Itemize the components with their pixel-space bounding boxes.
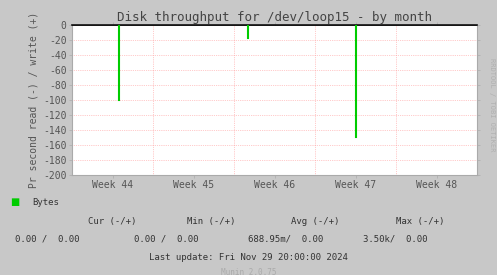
Text: 3.50k/  0.00: 3.50k/ 0.00 (363, 235, 427, 244)
Text: Avg (-/+): Avg (-/+) (291, 217, 340, 226)
Text: RRDTOOL / TOBI OETIKER: RRDTOOL / TOBI OETIKER (489, 58, 495, 151)
Text: Max (-/+): Max (-/+) (396, 217, 444, 226)
Text: 688.95m/  0.00: 688.95m/ 0.00 (248, 235, 324, 244)
Text: 0.00 /  0.00: 0.00 / 0.00 (15, 235, 80, 244)
Text: Last update: Fri Nov 29 20:00:00 2024: Last update: Fri Nov 29 20:00:00 2024 (149, 253, 348, 262)
Text: 0.00 /  0.00: 0.00 / 0.00 (134, 235, 199, 244)
Text: Munin 2.0.75: Munin 2.0.75 (221, 268, 276, 275)
Title: Disk throughput for /dev/loop15 - by month: Disk throughput for /dev/loop15 - by mon… (117, 10, 432, 24)
Text: Bytes: Bytes (32, 198, 59, 207)
Y-axis label: Pr second read (-) / write (+): Pr second read (-) / write (+) (29, 12, 39, 188)
Text: Min (-/+): Min (-/+) (187, 217, 236, 226)
Text: Cur (-/+): Cur (-/+) (87, 217, 136, 226)
Text: ■: ■ (10, 197, 19, 207)
